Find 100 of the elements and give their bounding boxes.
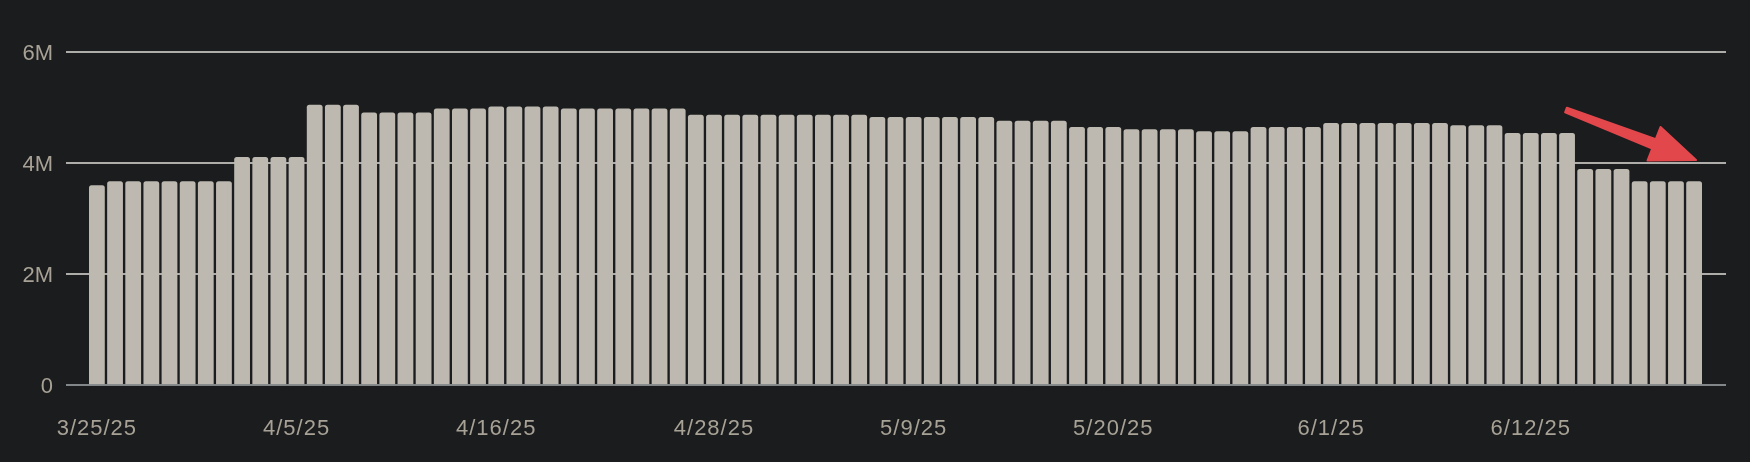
bar bbox=[1341, 123, 1358, 385]
bar bbox=[1377, 123, 1394, 385]
bar bbox=[1178, 129, 1194, 385]
bar bbox=[216, 181, 232, 385]
bar bbox=[1686, 181, 1702, 385]
bar bbox=[796, 114, 813, 385]
bar bbox=[1032, 120, 1049, 385]
bar bbox=[1069, 126, 1085, 385]
bar bbox=[778, 114, 795, 385]
bar bbox=[1559, 133, 1575, 385]
bar bbox=[996, 120, 1013, 385]
bar bbox=[1577, 169, 1594, 385]
bar bbox=[1668, 181, 1684, 385]
bar bbox=[1286, 126, 1303, 385]
bar bbox=[379, 112, 396, 385]
bar bbox=[597, 108, 613, 385]
x-tick-label: 5/9/25 bbox=[880, 415, 948, 440]
bar bbox=[415, 112, 432, 385]
bar bbox=[1432, 123, 1448, 385]
bar bbox=[760, 114, 777, 385]
bar bbox=[687, 114, 704, 385]
bar bbox=[1014, 120, 1031, 385]
x-tick-label: 6/12/25 bbox=[1490, 415, 1571, 440]
bar bbox=[815, 114, 831, 385]
x-tick-label: 4/5/25 bbox=[262, 415, 331, 440]
bar bbox=[234, 156, 250, 385]
bar bbox=[1450, 125, 1467, 385]
bar bbox=[1323, 123, 1339, 385]
x-tick-label: 5/20/25 bbox=[1073, 415, 1154, 440]
bar bbox=[1196, 131, 1212, 385]
bar bbox=[1250, 126, 1267, 385]
bar bbox=[1159, 129, 1176, 385]
bar bbox=[1522, 133, 1539, 385]
bar bbox=[252, 156, 269, 385]
bar bbox=[197, 181, 214, 385]
bar bbox=[1486, 125, 1503, 385]
bar bbox=[1123, 129, 1140, 385]
bar bbox=[724, 114, 741, 385]
bar bbox=[851, 114, 868, 385]
bar bbox=[560, 108, 577, 385]
bar bbox=[1050, 120, 1067, 385]
bar bbox=[1268, 126, 1285, 385]
bar bbox=[306, 104, 323, 385]
x-tick-label: 4/28/25 bbox=[673, 415, 755, 440]
x-tick-label: 3/25/25 bbox=[56, 415, 138, 440]
bar bbox=[89, 185, 105, 385]
bar bbox=[1541, 133, 1557, 385]
bar bbox=[161, 181, 178, 385]
x-tick-label: 6/1/25 bbox=[1297, 415, 1365, 440]
bar bbox=[1232, 131, 1249, 385]
bar bbox=[1613, 169, 1630, 385]
bar bbox=[107, 181, 123, 385]
bar bbox=[506, 106, 523, 385]
bar bbox=[615, 108, 632, 385]
bar bbox=[343, 104, 359, 385]
bar bbox=[1214, 131, 1231, 385]
bar bbox=[742, 114, 759, 385]
bar bbox=[1413, 123, 1430, 385]
bar bbox=[905, 116, 922, 385]
bar bbox=[361, 112, 378, 385]
bar bbox=[706, 114, 722, 385]
y-tick-label: 0 bbox=[40, 372, 53, 398]
bar bbox=[452, 108, 468, 385]
bar bbox=[125, 181, 142, 385]
bar bbox=[1141, 129, 1158, 385]
bar bbox=[869, 116, 886, 385]
bar bbox=[397, 112, 414, 385]
bar bbox=[488, 106, 505, 385]
bar bbox=[1305, 126, 1321, 385]
bar bbox=[960, 116, 976, 385]
bar bbox=[633, 108, 650, 385]
bar bbox=[1468, 125, 1485, 385]
bar bbox=[288, 156, 305, 385]
y-tick-label: 4M bbox=[22, 150, 53, 176]
bar bbox=[1595, 169, 1612, 385]
bar bbox=[1359, 123, 1376, 385]
bar bbox=[651, 108, 668, 385]
bar bbox=[1395, 123, 1412, 385]
bar bbox=[1087, 126, 1104, 385]
y-tick-label: 6M bbox=[22, 39, 53, 65]
bar bbox=[942, 116, 958, 385]
bar bbox=[923, 116, 940, 385]
bar bbox=[1504, 133, 1521, 385]
bar bbox=[833, 114, 849, 385]
bar bbox=[270, 156, 287, 385]
bar bbox=[542, 106, 559, 385]
bar bbox=[179, 181, 196, 385]
y-tick-label: 2M bbox=[22, 261, 53, 287]
bar bbox=[433, 108, 450, 385]
bar bbox=[143, 181, 160, 385]
x-tick-label: 4/16/25 bbox=[455, 415, 537, 440]
bar bbox=[579, 108, 595, 385]
bar bbox=[978, 116, 995, 385]
bar bbox=[887, 116, 904, 385]
bar bbox=[324, 104, 341, 385]
bar bbox=[669, 108, 686, 385]
bar bbox=[1631, 181, 1648, 385]
bar bbox=[1649, 181, 1666, 385]
bar bbox=[524, 106, 541, 385]
bar bbox=[470, 108, 486, 385]
